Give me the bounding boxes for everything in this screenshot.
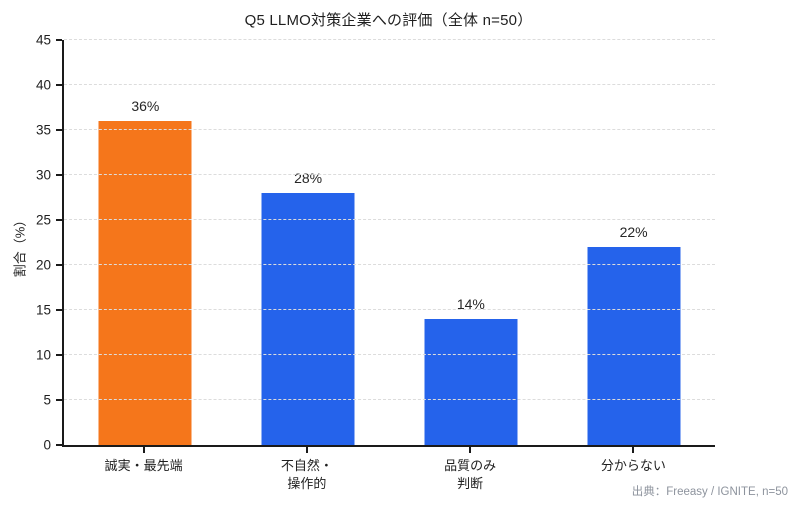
y-tick-label-10: 10 xyxy=(35,347,51,363)
y-axis-label: 割合（%） xyxy=(12,213,28,278)
y-tick-label-35: 35 xyxy=(35,122,51,138)
bar-1 xyxy=(98,121,192,445)
gridline-5 xyxy=(64,399,715,400)
y-tick-mark-5 xyxy=(56,399,62,401)
y-tick-mark-20 xyxy=(56,264,62,266)
y-tick-mark-25 xyxy=(56,219,62,221)
gridline-25 xyxy=(64,219,715,220)
x-tick-mark-2 xyxy=(305,447,308,453)
x-tick-mark-4 xyxy=(632,447,635,453)
gridline-45 xyxy=(64,39,715,40)
y-tick-mark-30 xyxy=(56,174,62,177)
y-tick-mark-15 xyxy=(56,309,62,312)
bar-slot-2: 28% xyxy=(227,40,390,445)
bar-value-label-4: 22% xyxy=(619,224,648,240)
chart-title: Q5 LLMO対策企業への評価（全体 n=50） xyxy=(244,12,533,29)
y-tick-label-45: 45 xyxy=(35,32,51,48)
bar-value-label-1: 36% xyxy=(131,98,160,114)
y-tick-label-30: 30 xyxy=(35,167,51,183)
plot-area: 36% 28% 14% 22% 0 5 10 15 20 25 30 35 40 45 xyxy=(36,33,715,453)
x-slot-4: 分からない xyxy=(552,447,715,492)
bar-3 xyxy=(424,319,518,445)
x-slot-2: 不自然・ 操作的 xyxy=(225,447,388,492)
y-tick-label-0: 0 xyxy=(43,437,51,453)
y-tick-mark-35 xyxy=(56,129,62,131)
bar-4 xyxy=(587,247,681,445)
gridline-10 xyxy=(64,354,715,355)
bar-slots: 36% 28% 14% 22% xyxy=(64,40,715,445)
bar-value-label-3: 14% xyxy=(456,296,485,312)
bar-slot-1: 36% xyxy=(64,40,227,445)
x-axis-labels: 誠実・最先端 不自然・ 操作的 品質のみ 判断 分からない xyxy=(62,447,715,492)
x-tick-mark-1 xyxy=(142,447,145,453)
x-slot-3: 品質のみ 判断 xyxy=(389,447,552,492)
x-category-label-3: 品質のみ 判断 xyxy=(444,458,497,491)
x-category-label-1: 誠実・最先端 xyxy=(104,458,183,473)
y-tick-label-5: 5 xyxy=(43,392,51,408)
bar-slot-4: 22% xyxy=(552,40,715,445)
x-category-label-4: 分からない xyxy=(600,458,666,473)
bar-value-label-2: 28% xyxy=(294,170,323,186)
gridline-20 xyxy=(64,264,715,265)
y-tick-label-40: 40 xyxy=(35,77,51,93)
y-tick-mark-40 xyxy=(56,84,62,86)
x-tick-mark-3 xyxy=(469,447,472,453)
y-tick-mark-10 xyxy=(56,354,62,356)
gridline-15 xyxy=(64,309,715,311)
bar-slot-3: 14% xyxy=(390,40,553,445)
y-tick-mark-45 xyxy=(56,39,62,41)
x-slot-1: 誠実・最先端 xyxy=(62,447,225,492)
gridline-40 xyxy=(64,84,715,85)
x-category-label-2: 不自然・ 操作的 xyxy=(280,458,333,491)
source-note: 出典：Freeasy / IGNITE, n=50 xyxy=(631,486,788,498)
bar-2 xyxy=(261,193,355,445)
y-tick-label-25: 25 xyxy=(35,212,51,228)
y-tick-mark-0 xyxy=(56,444,62,446)
y-tick-label-15: 15 xyxy=(35,302,51,318)
gridline-30 xyxy=(64,174,715,176)
gridline-35 xyxy=(64,129,715,130)
y-tick-label-20: 20 xyxy=(35,257,51,273)
